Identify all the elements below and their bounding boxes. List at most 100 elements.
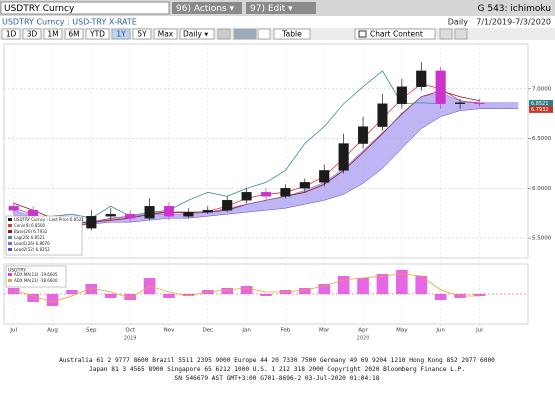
histogram-bar [7,288,20,294]
legend-label: USDTRY Curncy - Last Price 6.8521 [14,217,84,222]
frequency: Daily ▾ [183,30,208,39]
candle-body [86,215,97,229]
chart-area [0,42,555,332]
legend-label: Conv(9) 6.8500 [14,223,46,228]
table: Table [281,30,302,39]
main-frame [3,43,529,259]
range-label: 1Y [116,30,126,39]
histogram-bar [46,294,59,306]
histogram-bar [163,294,175,298]
cloud [13,92,519,227]
range-button[interactable] [22,28,42,40]
footer-line: SN 546679 AST GMT+3:00 G701-8696-2 03-Ju… [175,375,380,382]
footer-line: Australia 61 2 9777 8600 Brazil 5511 239… [59,357,495,364]
legend-label: Base(26) 6.7932 [14,229,48,234]
histogram-bar [27,294,39,302]
candle-body [338,143,349,171]
candle-body [396,86,407,104]
legend-swatch [8,230,12,233]
y-tick-label: 6.0000 [532,186,552,192]
table-button[interactable] [273,28,311,40]
histogram-bar [240,286,253,294]
range-label: 3D [27,30,38,39]
range-label: YTD [89,30,105,39]
histogram-bar [182,294,195,296]
candle-body [163,206,175,217]
lower-title: USDTRY [8,268,26,274]
indicator-line [13,108,519,227]
indicator-line [13,92,519,225]
legend-label: ADX MA(21) -18.6600 [14,278,58,283]
legend-swatch [8,279,12,282]
legend-label: Lead1(26) 6.8676 [14,241,50,246]
actions: 96) Actions ▾ [176,4,235,14]
candle-body [416,70,427,88]
range-button[interactable] [153,28,178,40]
edit-button[interactable] [246,2,316,14]
legend-swatch [8,242,12,245]
price-tag-label: 6.8521 [531,101,549,107]
price-tag-label: 6.7932 [531,107,549,113]
range-button[interactable] [43,28,63,40]
x-tick-label: Jul [475,328,483,334]
range-label: 1D [6,30,17,39]
year-label: 2019 [124,336,137,342]
histogram-bar [298,288,311,294]
legend-label: Lag(26) 6.8521 [14,235,45,240]
legend-box [5,215,83,256]
plot: 5.5000 6.0000 6.5000 7.0000 Jul Aug Sep Oct Nov D… [3,43,553,342]
histogram-bar [357,278,369,294]
histogram-bar [104,294,117,298]
histogram-bar [124,294,136,300]
x-tick-label: Oct [125,328,135,334]
tool-icon[interactable] [439,28,453,40]
price-tag [529,100,553,108]
range-label: 1M [47,30,58,39]
legend-swatch [8,273,12,276]
histogram-bar [337,276,350,294]
description: USDTRY Curncy : USD-TRY X-RATE [2,18,137,27]
tool-icon[interactable] [257,28,271,40]
range-button[interactable] [132,28,152,40]
range-label: Max [158,30,174,39]
range-button[interactable] [111,28,131,40]
period: Daily [448,18,469,27]
dates: 7/1/2019-7/3/2020 [476,18,551,27]
security-box[interactable] [0,1,170,15]
legend-label: Lead2(52) 6.8352 [14,247,50,252]
candle-body [435,70,446,104]
range-button[interactable] [1,28,21,40]
histogram-bar [260,294,272,296]
actions-button[interactable] [172,2,242,14]
tool-icon[interactable] [233,28,257,40]
y-tick-label: 5.5000 [532,236,552,242]
x-tick-label: Sep [86,328,97,334]
histogram-bar [221,288,234,294]
histogram-bar [473,294,486,296]
range-button[interactable] [85,28,110,40]
candle-body [105,214,116,217]
candle-body [8,206,19,211]
candle-body [319,170,330,183]
x-tick-label: Jul [9,328,17,334]
icon [358,30,367,38]
security: USDTRY Curncy [4,4,75,14]
histogram-bar [415,276,428,294]
y-tick-label: 7.0000 [532,86,552,92]
histogram-bar [318,284,331,294]
x-tick-label: Mar [319,328,330,334]
tool-icon[interactable] [217,28,231,40]
candle-body [357,126,369,144]
year-label: 2020 [357,336,370,342]
range-button[interactable] [64,28,84,40]
frequency-button[interactable] [179,28,215,40]
candle-body [377,103,388,127]
x-tick-label: Feb [281,328,291,334]
tool-icon[interactable] [454,28,468,40]
legend-swatch [8,218,12,221]
chart-content-button[interactable] [354,28,436,40]
legend-swatch [8,236,12,239]
x-tick-label: Apr [358,328,368,334]
footer-line: Japan 81 3 4565 8900 Singapore 65 6212 1… [89,366,465,373]
candle-body [222,200,233,211]
